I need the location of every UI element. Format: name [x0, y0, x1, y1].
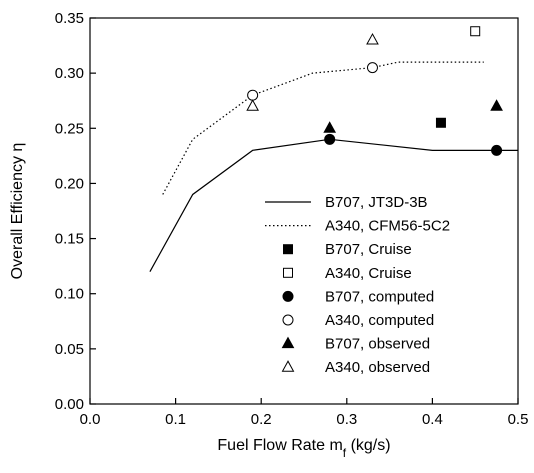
b707-jt3d-line — [149, 138, 518, 272]
legend-marker-symbol — [281, 360, 295, 372]
legend-marker-symbol — [281, 336, 295, 349]
y-tick-label: 0.35 — [55, 10, 84, 27]
data-point-triangle-filled — [323, 121, 337, 133]
legend-marker-symbol — [283, 267, 293, 278]
y-tick-label: 0.20 — [55, 175, 84, 192]
legend-label: B707, observed — [325, 336, 430, 353]
data-point-circle-open — [247, 89, 259, 101]
data-point-square-filled — [435, 117, 446, 128]
legend-label: B707, JT3D-3B — [325, 194, 428, 211]
series-layer — [149, 26, 518, 272]
axes: 0.0 0.1 0.2 0.3 0.4 0.5 0.00 0.05 0.10 0.15 0.20 0.… — [55, 10, 529, 428]
legend-marker-symbol — [282, 290, 294, 302]
data-point-triangle-filled — [490, 99, 503, 111]
data-point-circle-open — [366, 62, 378, 74]
x-tick-label: 0.2 — [251, 411, 272, 428]
legend-marker-symbol — [282, 314, 294, 326]
legend-label: B707, Cruise — [325, 241, 412, 258]
x-tick-label: 0.4 — [422, 411, 443, 428]
legend: B707, JT3D-3B A340, CFM56-5C2 B707, Cruise… — [265, 194, 450, 376]
y-tick-label: 0.25 — [55, 120, 84, 137]
y-tick-label: 0.05 — [55, 341, 84, 358]
x-tick-label: 0.0 — [80, 411, 101, 428]
y-tick-label: 0.30 — [55, 65, 84, 82]
legend-label: A340, Cruise — [325, 265, 412, 282]
x-tick-label: 0.1 — [165, 411, 186, 428]
legend-label: A340, observed — [325, 359, 430, 376]
x-tick-label: 0.5 — [508, 411, 529, 428]
plot-border — [89, 17, 519, 405]
data-point-circle-filled — [324, 133, 336, 145]
legend-label: A340, computed — [325, 312, 434, 329]
y-tick-label: 0.15 — [55, 231, 84, 248]
y-axis-title: Overall Efficiency η — [9, 143, 26, 280]
data-point-triangle-open — [246, 99, 259, 111]
y-tick-label: 0.00 — [55, 396, 84, 413]
y-tick-label: 0.10 — [55, 286, 84, 303]
data-point-triangle-open — [366, 33, 379, 45]
x-axis-title: Fuel Flow Rate mf (kg/s) — [217, 437, 390, 460]
plot-area — [89, 17, 519, 405]
legend-marker-symbol — [283, 244, 293, 255]
x-tick-label: 0.3 — [336, 411, 357, 428]
legend-label: B707, computed — [325, 288, 434, 305]
data-point-circle-filled — [491, 144, 503, 156]
data-point-square-open — [470, 26, 481, 37]
legend-label: A340, CFM56-5C2 — [325, 218, 450, 235]
a340-cfm56-line — [162, 61, 484, 195]
